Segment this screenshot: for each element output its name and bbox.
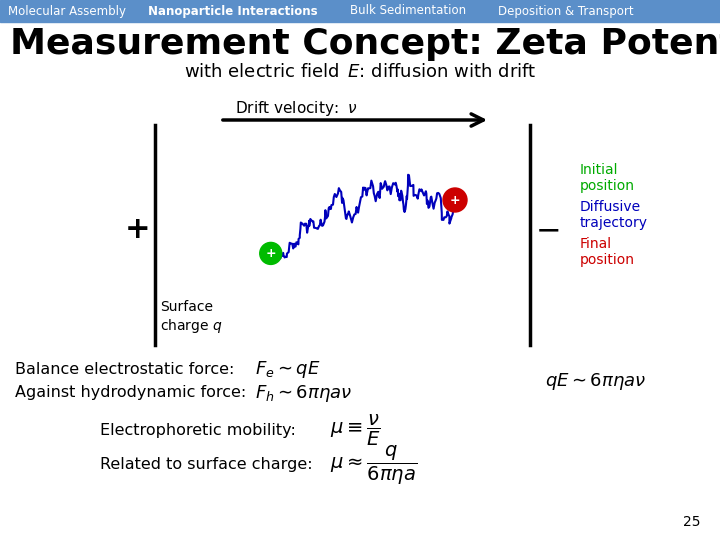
- Text: Measurement Concept: Zeta Potential: Measurement Concept: Zeta Potential: [10, 27, 720, 61]
- Circle shape: [260, 242, 282, 265]
- Text: Molecular Assembly: Molecular Assembly: [8, 4, 126, 17]
- Circle shape: [443, 188, 467, 212]
- Text: $qE \sim 6\pi\eta a\nu$: $qE \sim 6\pi\eta a\nu$: [545, 372, 647, 393]
- Text: $F_h \sim 6\pi\eta a\nu$: $F_h \sim 6\pi\eta a\nu$: [255, 382, 352, 403]
- Text: Electrophoretic mobility:: Electrophoretic mobility:: [100, 422, 296, 437]
- Text: +: +: [450, 193, 460, 206]
- Text: Bulk Sedimentation: Bulk Sedimentation: [350, 4, 466, 17]
- Text: Surface
charge $q$: Surface charge $q$: [160, 300, 222, 335]
- Text: Drift velocity:  $\nu$: Drift velocity: $\nu$: [235, 98, 358, 118]
- Text: Final: Final: [580, 237, 612, 251]
- Text: trajectory: trajectory: [580, 216, 648, 230]
- Text: Diffusive: Diffusive: [580, 200, 641, 214]
- Text: position: position: [580, 253, 635, 267]
- Text: $\mu \equiv \dfrac{\nu}{E}$: $\mu \equiv \dfrac{\nu}{E}$: [330, 413, 381, 448]
- Text: Balance electrostatic force:: Balance electrostatic force:: [15, 362, 235, 377]
- Text: +: +: [125, 215, 150, 245]
- Text: $F_e \sim qE$: $F_e \sim qE$: [255, 360, 320, 381]
- Bar: [0, 0, 720, 22]
- Text: position: position: [580, 179, 635, 193]
- Text: with electric field $\,E$: diffusion with drift: with electric field $\,E$: diffusion wit…: [184, 63, 536, 81]
- Text: Deposition & Transport: Deposition & Transport: [498, 4, 634, 17]
- Text: Initial: Initial: [580, 163, 618, 177]
- Text: $\mu \approx \dfrac{q}{6\pi\eta a}$: $\mu \approx \dfrac{q}{6\pi\eta a}$: [330, 443, 417, 487]
- Text: Nanoparticle Interactions: Nanoparticle Interactions: [148, 4, 318, 17]
- Text: 25: 25: [683, 515, 700, 529]
- Text: Against hydrodynamic force:: Against hydrodynamic force:: [15, 386, 246, 401]
- Text: +: +: [266, 247, 276, 260]
- Text: $-$: $-$: [535, 215, 559, 245]
- Text: Related to surface charge:: Related to surface charge:: [100, 457, 312, 472]
